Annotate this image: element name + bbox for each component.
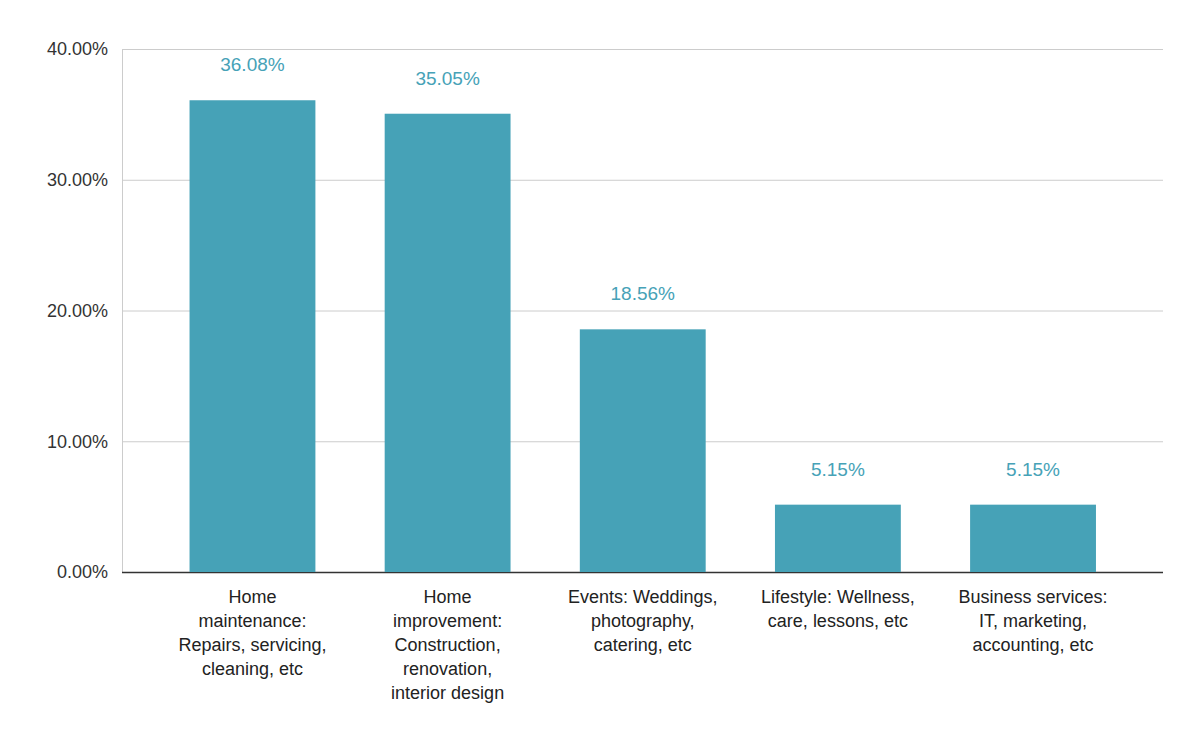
bar [190, 100, 316, 572]
x-tick-label: Lifestyle: Wellness,care, lessons, etc [761, 587, 915, 631]
data-label: 5.15% [811, 459, 865, 480]
data-label: 36.08% [220, 54, 285, 75]
x-tick: Homeimprovement:Construction,renovation,… [391, 587, 504, 703]
bar [580, 329, 706, 572]
data-label: 18.56% [611, 283, 676, 304]
y-tick: 40.00% [47, 39, 1163, 59]
data-label: 5.15% [1006, 459, 1060, 480]
chart: 0.00% 10.00% 20.00% 30.00% 40.00% Homemainten… [0, 0, 1200, 742]
x-tick: Lifestyle: Wellness,care, lessons, etc [761, 587, 915, 631]
y-tick-label: 30.00% [47, 170, 108, 190]
x-axis-line [156, 572, 1132, 573]
y-axis: 0.00% 10.00% 20.00% 30.00% 40.00% [47, 39, 1163, 582]
x-tick-label: Events: Weddings,photography,catering, e… [568, 587, 718, 655]
data-labels: 36.08% 35.05% 18.56% 5.15% 5.15% [220, 54, 1060, 479]
plot-area: 0.00% 10.00% 20.00% 30.00% 40.00% Homemainten… [47, 39, 1163, 703]
y-tick-label: 40.00% [47, 39, 108, 59]
x-tick: Business services:IT, marketing,accounti… [958, 587, 1107, 655]
x-axis: Homemaintenance:Repairs, servicing,clean… [156, 573, 1132, 704]
x-tick: Events: Weddings,photography,catering, e… [568, 587, 718, 655]
bar [385, 114, 511, 572]
x-tick-label: Homeimprovement:Construction,renovation,… [391, 587, 504, 703]
x-tick-label: Business services:IT, marketing,accounti… [958, 587, 1107, 655]
y-tick-label: 20.00% [47, 301, 108, 321]
y-tick-label: 0.00% [57, 562, 108, 582]
bar [775, 505, 901, 572]
bar [970, 505, 1096, 572]
x-tick-label: Homemaintenance:Repairs, servicing,clean… [178, 587, 326, 679]
y-tick-label: 10.00% [47, 432, 108, 452]
data-label: 35.05% [415, 68, 480, 89]
bars [190, 100, 1096, 572]
x-tick: Homemaintenance:Repairs, servicing,clean… [178, 587, 326, 679]
grid-line [122, 49, 1163, 50]
